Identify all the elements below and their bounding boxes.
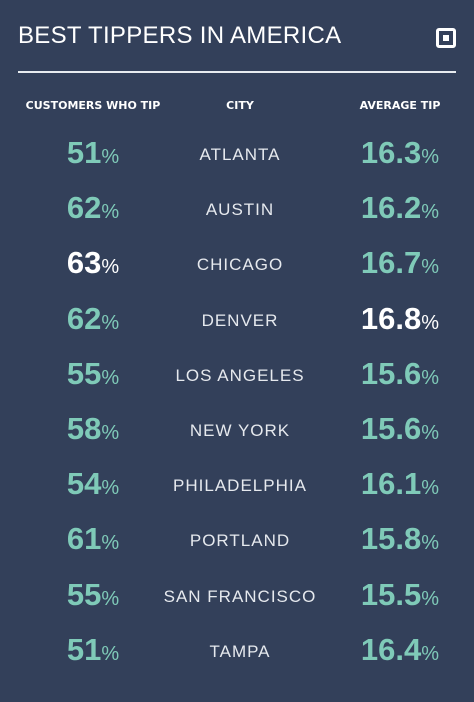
customers-unit: % — [101, 587, 120, 610]
tip-unit: % — [421, 256, 440, 279]
column-header: CITY — [226, 99, 254, 112]
customers-value: 55 — [66, 576, 102, 612]
customers-unit: % — [101, 642, 120, 665]
customers-cell: 54% — [67, 466, 119, 502]
tip-cell: 16.8% — [361, 301, 439, 337]
customers-cell: 51% — [67, 632, 119, 668]
tip-cell: 16.1% — [361, 466, 439, 502]
tip-unit: % — [421, 532, 440, 555]
city-name: SAN FRANCISCO — [163, 586, 317, 606]
tip-cell: 15.5% — [361, 577, 439, 613]
customers-value: 51 — [66, 135, 102, 170]
tip-value: 16.1 — [360, 466, 422, 502]
tip-value: 16.2 — [360, 190, 422, 226]
divider — [18, 71, 456, 73]
customers-unit: % — [101, 477, 120, 500]
city-name: AUSTIN — [205, 200, 275, 220]
customers-value: 61 — [66, 521, 102, 557]
tip-cell: 16.2% — [361, 190, 439, 226]
customers-unit: % — [101, 532, 120, 555]
city-name: DENVER — [201, 310, 279, 330]
column-header: CUSTOMERS WHO TIP — [25, 99, 161, 112]
customers-unit: % — [101, 311, 120, 334]
tip-value: 15.6 — [360, 411, 422, 446]
city-name: TAMPA — [209, 641, 271, 661]
customers-value: 54 — [66, 466, 102, 502]
tip-value: 15.5 — [360, 576, 422, 612]
tip-unit: % — [421, 587, 440, 610]
tip-cell: 15.6% — [361, 356, 439, 392]
customers-value: 63 — [66, 245, 102, 281]
customers-cell: 51% — [67, 135, 119, 171]
customers-value: 62 — [66, 300, 102, 336]
customers-unit: % — [101, 201, 120, 224]
tip-value: 16.4 — [360, 631, 422, 667]
tip-unit: % — [421, 422, 440, 444]
customers-cell: 62% — [67, 301, 119, 337]
tip-unit: % — [421, 146, 440, 168]
tip-cell: 15.8% — [361, 521, 439, 557]
customers-cell: 62% — [67, 190, 119, 226]
tip-cell: 16.4% — [361, 632, 439, 668]
customers-unit: % — [101, 256, 120, 279]
tip-value: 16.8 — [360, 300, 422, 336]
customers-value: 58 — [66, 411, 102, 446]
city-name: CHICAGO — [196, 255, 284, 275]
customers-value: 51 — [66, 631, 102, 667]
customers-unit: % — [101, 422, 120, 444]
customers-value: 55 — [66, 355, 102, 391]
city-name: PHILADELPHIA — [173, 476, 307, 496]
customers-value: 62 — [66, 190, 102, 226]
tip-value: 15.6 — [360, 355, 422, 391]
customers-cell: 55% — [67, 577, 119, 613]
column-header: AVERAGE TIP — [359, 99, 441, 112]
city-name: LOS ANGELES — [175, 365, 305, 385]
tip-cell: 16.3% — [361, 135, 439, 171]
tip-unit: % — [421, 366, 440, 389]
title: BEST TIPPERS IN AMERICA — [18, 22, 342, 49]
city-name: PORTLAND — [189, 531, 291, 551]
city-name: ATLANTA — [199, 145, 281, 164]
logo-icon — [436, 28, 456, 48]
tip-value: 16.7 — [360, 245, 422, 281]
customers-cell: 61% — [67, 521, 119, 557]
tip-unit: % — [421, 642, 440, 665]
tip-cell: 16.7% — [361, 245, 439, 281]
customers-cell: 58% — [67, 411, 119, 447]
tip-unit: % — [421, 311, 440, 334]
customers-cell: 55% — [67, 356, 119, 392]
tip-unit: % — [421, 477, 440, 500]
city-name: NEW YORK — [189, 421, 291, 440]
customers-unit: % — [101, 146, 120, 168]
tip-cell: 15.6% — [361, 411, 439, 447]
customers-unit: % — [101, 366, 120, 389]
tip-unit: % — [421, 201, 440, 224]
tip-value: 15.8 — [360, 521, 422, 557]
customers-cell: 63% — [67, 245, 119, 281]
tip-value: 16.3 — [360, 135, 422, 170]
